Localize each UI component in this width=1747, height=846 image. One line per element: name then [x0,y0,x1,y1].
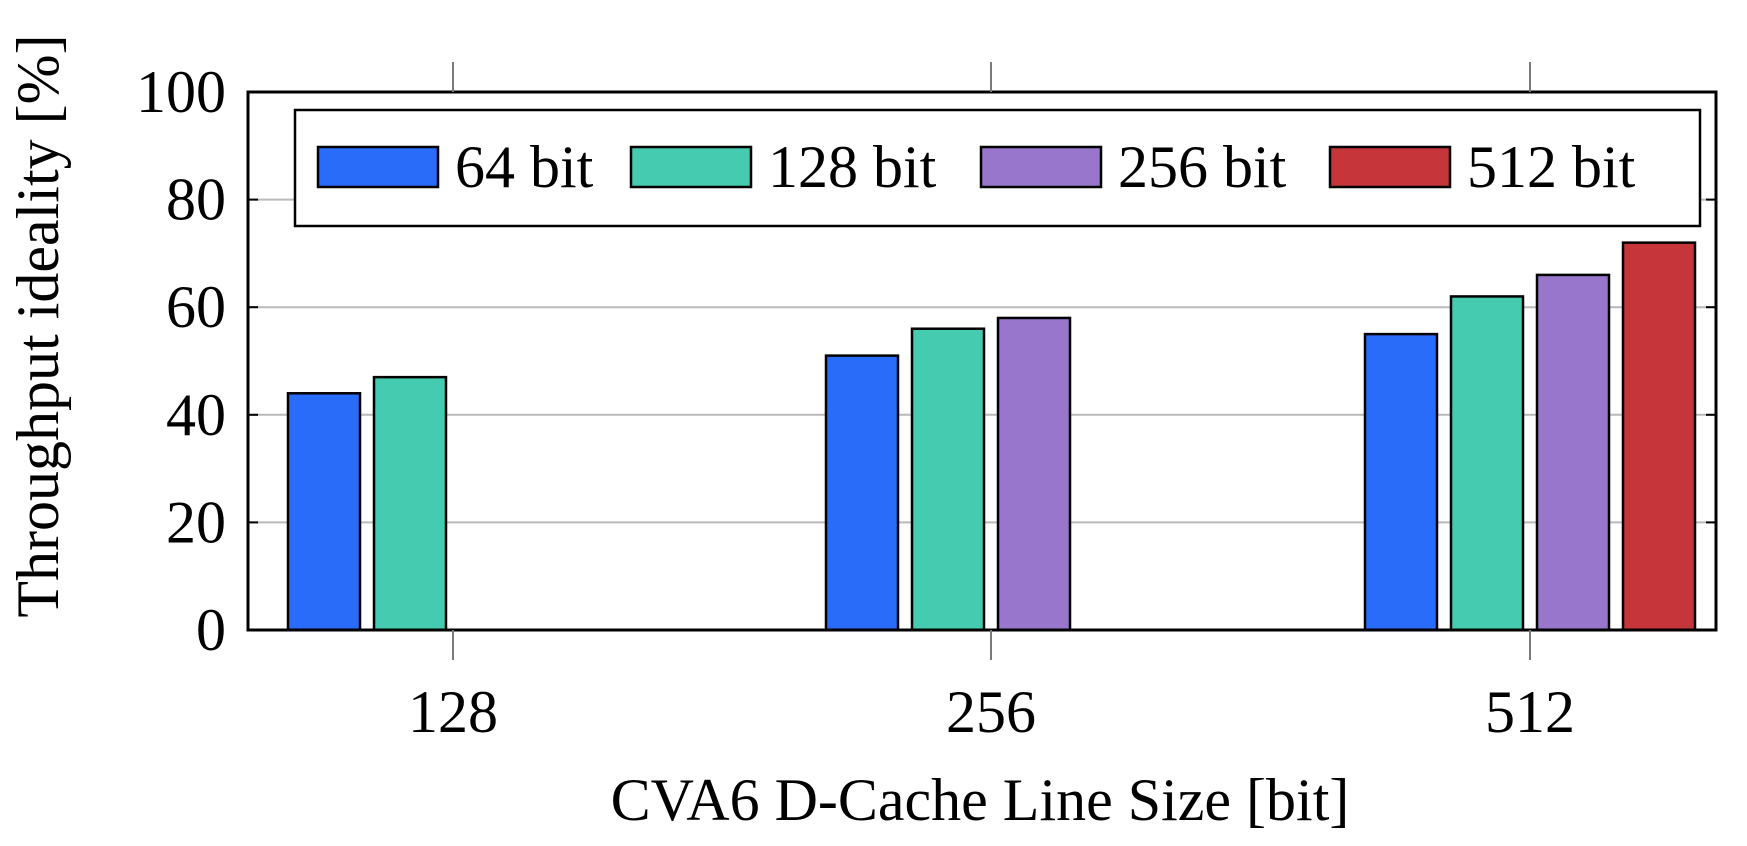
legend-item-256-bit: 256 bit [979,134,1287,200]
x-axis-label: CVA6 D-Cache Line Size [bit] [611,767,1350,833]
y-tick-label: 40 [166,382,226,448]
legend-item-128-bit: 128 bit [629,134,937,200]
legend-label: 512 bit [1467,134,1636,200]
y-tick-label: 100 [136,59,226,125]
bar-128-64-bit [286,392,362,632]
legend-label: 64 bit [455,134,594,200]
bar-512-64-bit [1363,332,1439,632]
x-tick-label: 512 [1485,679,1575,745]
plot-frame [246,90,1718,632]
legend-swatch [979,145,1103,189]
legend-label: 256 bit [1118,134,1287,200]
axis-ticks: 0 20 40 60 80 100 128 256 512 [136,59,1716,745]
legend: 64 bit 128 bit 256 bit 512 bit [293,108,1702,228]
y-tick-label: 80 [166,167,226,233]
legend-item-512-bit: 512 bit [1328,134,1636,200]
bar-256-64-bit [824,354,900,632]
legend-swatch [316,145,440,189]
bar-512-128-bit [1449,295,1525,632]
y-tick-label: 60 [166,274,226,340]
x-tick-label: 128 [408,679,498,745]
bar-256-256-bit [996,316,1072,632]
legend-label: 128 bit [768,134,937,200]
bar-512-256-bit [1535,273,1611,632]
bar-512-512-bit [1621,241,1697,632]
bar-128-128-bit [372,375,448,632]
bars [286,241,1697,632]
x-tick-label: 256 [946,679,1036,745]
legend-item-64-bit: 64 bit [316,134,594,200]
legend-swatch [629,145,753,189]
y-tick-label: 0 [196,597,226,663]
legend-swatch [1328,145,1452,189]
y-tick-label: 20 [166,489,226,555]
y-axis-label: Throughput ideality [%] [5,34,71,617]
bar-256-128-bit [910,327,986,632]
